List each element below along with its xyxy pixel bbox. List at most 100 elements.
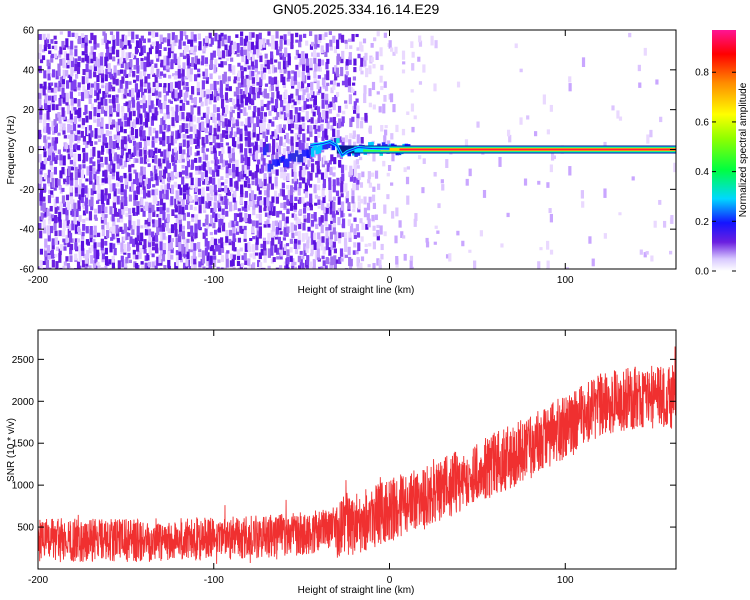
spectrogram-cell [298, 208, 303, 215]
spectrogram-cell [351, 88, 355, 93]
spectrogram-cell [320, 45, 324, 54]
spectrogram-cell [202, 46, 207, 52]
spectrogram-cell [301, 233, 305, 242]
spectrogram-cell [325, 62, 329, 70]
spectrogram-cell [100, 65, 104, 74]
spectrogram-cell [301, 95, 305, 101]
spectrogram-cell [236, 127, 240, 135]
spectrogram-cell [345, 190, 350, 199]
spectrogram-cell [372, 104, 376, 110]
spectrogram-cell [366, 202, 371, 211]
spectrogram-cell [116, 171, 120, 181]
spectrogram-cell [283, 34, 287, 41]
spectrogram-cell [277, 236, 282, 245]
spectrogram-cell [155, 51, 159, 59]
spectrogram-cell [167, 83, 171, 93]
spectrogram-cell [239, 143, 243, 153]
spectrogram-cell [55, 70, 59, 80]
spectrogram-cell [310, 41, 315, 47]
spectrogram-cell [298, 124, 302, 134]
spectrogram-cell [394, 235, 398, 244]
spectrogram-cell [47, 95, 52, 101]
spectrogram-cell [216, 266, 220, 269]
signal-blob [315, 146, 320, 155]
spectrogram-cell [267, 123, 271, 130]
spectrogram-cell [239, 196, 243, 205]
spectrogram-cell [321, 99, 325, 109]
spectrogram-cell [126, 117, 131, 127]
spectrogram-cell [151, 219, 156, 224]
spectrogram-cell [291, 213, 295, 218]
spectrogram-cell [274, 244, 278, 253]
spectrogram-cell [190, 118, 194, 127]
spectrogram-cell [247, 241, 251, 251]
spectrogram-cell [332, 213, 337, 223]
spectrogram-cell [332, 116, 336, 126]
spectrogram-cell [39, 87, 43, 94]
spectrogram-cell [190, 31, 194, 40]
spectrogram-cell [279, 55, 283, 60]
spectrogram-cell [59, 170, 63, 179]
spectrogram-cell [303, 214, 307, 219]
spectrogram-cell [368, 182, 372, 188]
spectrogram-cell [185, 128, 189, 134]
spectrogram-cell [78, 91, 82, 96]
spectrogram-cell [69, 255, 73, 263]
spectrogram-cell [295, 231, 299, 236]
spectrogram-cell [77, 82, 81, 88]
spectrogram-cell [89, 157, 93, 164]
spectrogram-cell [290, 129, 294, 134]
spectrogram-cell [240, 121, 244, 127]
spectrogram-cell [202, 179, 206, 185]
spectrogram-cell [107, 193, 111, 199]
spectrogram-cell [150, 149, 154, 157]
spectrogram-cell [53, 94, 57, 101]
spectrogram-cell [263, 116, 267, 122]
spectrogram-cell [434, 225, 438, 229]
spectrogram-cell [212, 170, 216, 178]
spectrogram-cell [82, 136, 87, 142]
colorbar-tick-label: 0.0 [695, 267, 709, 278]
spectrogram-cell [255, 177, 259, 186]
spectrogram-cell [283, 64, 287, 74]
spectrogram-cell [279, 114, 283, 119]
spectrogram-cell [274, 220, 279, 226]
spectrogram-cell [53, 35, 57, 40]
spectrogram-cell [259, 55, 263, 63]
spectrogram-cell [309, 193, 313, 203]
spectrogram-cell [290, 33, 294, 44]
spectrogram-cell [270, 97, 274, 104]
spectrogram-cell [116, 103, 120, 113]
spectrogram-cell [183, 31, 187, 37]
spectrogram-cell [250, 56, 255, 67]
spectrogram-cell [78, 107, 82, 118]
spectrogram-cell [46, 225, 51, 236]
spectrogram-cell [187, 221, 191, 230]
spectrogram-cell [311, 163, 315, 173]
spectrogram-cell [155, 130, 159, 139]
spectrogram-cell [359, 156, 363, 161]
spectrogram-cell [395, 124, 399, 133]
spectrogram-cell [193, 104, 197, 108]
spectrogram-cell [206, 119, 210, 128]
spectrogram-cell [353, 228, 357, 235]
spectrogram-cell [357, 172, 361, 180]
spectrogram-cell [54, 206, 58, 214]
spectrogram-cell [169, 82, 174, 92]
spectrogram-cell [297, 239, 301, 245]
spectrogram-cell [140, 261, 144, 265]
spectrogram-cell [216, 132, 220, 140]
signal-blob [274, 159, 278, 167]
spectrogram-cell [329, 117, 333, 123]
spectrogram-cell [116, 111, 120, 117]
signal-blob [301, 149, 306, 157]
spectrogram-cell [59, 94, 63, 99]
snr-x-ticks: -200 -100 0 100 [28, 330, 574, 586]
spectrogram-cell [213, 150, 217, 160]
spectrogram-cell [196, 117, 200, 124]
spectrogram-cell [68, 232, 73, 243]
spectrogram-cell [123, 259, 128, 268]
spectrogram-cell [285, 243, 290, 247]
spectrogram-cell [166, 111, 170, 119]
spectrogram-cell [304, 189, 309, 198]
